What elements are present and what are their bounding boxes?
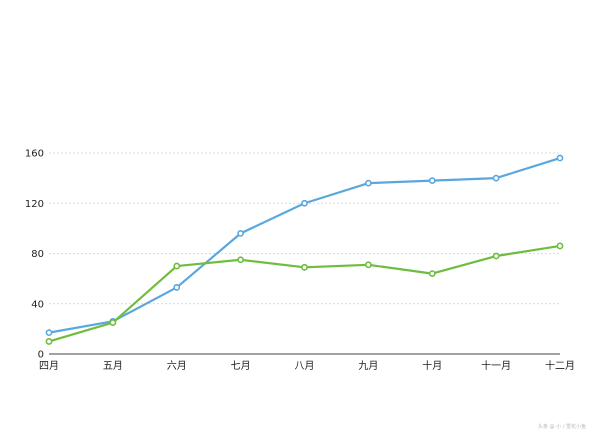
x-tick-label: 七月	[231, 360, 251, 372]
data-point	[45, 338, 53, 345]
data-point	[237, 229, 245, 237]
y-axis: 0 40 80 120 160	[25, 149, 44, 361]
y-tick-label: 160	[25, 149, 44, 160]
x-tick-label: 五月	[103, 360, 123, 372]
data-point	[364, 261, 372, 269]
watermark: 头条 @ 小 / 雪花小鱼	[537, 424, 586, 430]
data-point	[428, 177, 436, 185]
data-point	[237, 256, 245, 264]
y-tick-label: 120	[25, 199, 44, 210]
y-tick-label: 80	[31, 249, 44, 260]
data-point	[428, 270, 436, 277]
x-tick-label: 九月	[358, 360, 378, 372]
x-tick-label: 十月	[422, 359, 442, 372]
y-tick-label: 0	[38, 350, 44, 361]
x-tick-label: 四月	[39, 360, 59, 372]
x-axis: 四月 五月 六月 七月 八月 九月 十月 十一月 十二月	[39, 359, 575, 372]
data-point	[556, 154, 564, 162]
data-point	[109, 319, 117, 326]
data-point	[492, 174, 500, 182]
data-point	[364, 179, 372, 187]
data-point	[173, 284, 181, 291]
data-point	[45, 329, 53, 337]
series-group	[45, 154, 564, 345]
x-tick-label: 六月	[167, 360, 187, 372]
data-point	[301, 263, 308, 271]
series-line-1	[47, 156, 562, 334]
x-tick-label: 十二月	[545, 359, 575, 372]
y-tick-label: 40	[31, 299, 44, 310]
data-point	[173, 262, 181, 270]
data-point	[492, 252, 500, 260]
x-tick-label: 十一月	[481, 359, 511, 372]
x-tick-label: 八月	[295, 360, 315, 372]
data-point	[301, 199, 308, 207]
gridlines	[49, 152, 560, 305]
data-point	[556, 242, 564, 250]
series-line-2	[47, 244, 562, 343]
